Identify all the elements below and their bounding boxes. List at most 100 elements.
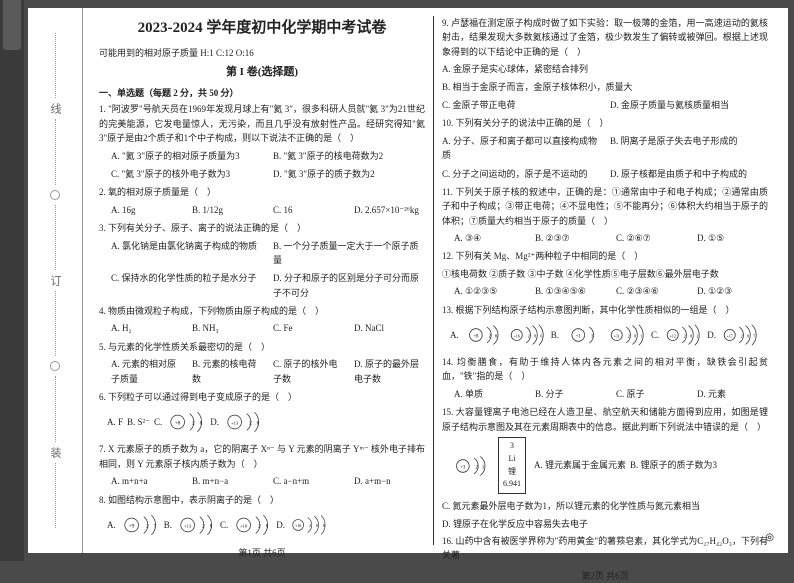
opt-label: A. [107, 518, 116, 532]
opt: B. ①③④⑤⑥ [535, 284, 606, 298]
opt: D. 锂原子在化学反应中容易失去电子 [442, 519, 588, 529]
sidebar-tab[interactable] [3, 0, 21, 50]
opt-label: B. [551, 328, 559, 342]
opt-label: A. [450, 328, 459, 342]
svg-text:8: 8 [747, 333, 749, 338]
part-title: 第 I 卷(选择题) [99, 64, 425, 82]
opt: C. ②⑥⑦ [616, 231, 687, 245]
exam-title: 2023-2024 学年度初中化学期中考试卷 [99, 16, 425, 40]
opt: A. H₂ [111, 321, 182, 335]
opt: A. 元素的相对原子质量 [111, 357, 182, 386]
opt: C. Fe [273, 321, 344, 335]
atom-icon: +321 [451, 451, 489, 481]
question-1: 1. "阿波罗"号航天员在1969年发现月球上有"氦 3"，很多科研人员就"氦 … [99, 102, 425, 145]
opt: D. 金原子质量与氦核质量相当 [610, 98, 768, 112]
svg-text:+17: +17 [727, 333, 733, 338]
svg-text:8: 8 [316, 523, 318, 528]
opt: A. 氯化钠是由氯化钠离子构成的物质 [111, 239, 263, 268]
opt: A. 16g [111, 203, 182, 217]
svg-text:2: 2 [249, 421, 252, 427]
opt: B. 阴离子是原子失去电子形成的 [610, 134, 768, 163]
svg-text:2: 2 [258, 523, 261, 529]
svg-text:6: 6 [540, 333, 542, 338]
svg-text:+13: +13 [184, 523, 192, 528]
page-footer-left: 第1页 共6页 [99, 546, 425, 560]
svg-text:2: 2 [309, 523, 311, 528]
opt: B. 1/12g [192, 203, 263, 217]
element-box: 3 Li 锂 6.941 [498, 437, 526, 494]
question-2: 2. 氧的相对原子质量是（ ） [99, 185, 425, 199]
opt: B. 元素的核电荷数 [192, 357, 263, 386]
atom-icon: +11281 [608, 320, 646, 350]
svg-text:+13: +13 [231, 421, 239, 426]
question-16: 16. 山药中含有被医学界称为"药用黄金"的薯蓣皂素，其化学式为C₂₇H₄₂O₃… [442, 534, 768, 563]
opt: A. 单质 [454, 387, 525, 401]
page-mark-icon: ◎ [765, 532, 774, 543]
svg-text:+16: +16 [513, 333, 519, 338]
atom-icon: +11 [564, 320, 602, 350]
q6-options: A. F B. S²⁻ C. +828 D. +1328 [107, 407, 425, 437]
q15-figure: +321 3 Li 锂 6.941 A. 锂元素属于金属元素 B. 锂原子的质子… [450, 437, 768, 494]
question-6: 6. 下列粒子可以通过得到电子变成原子的是（ ） [99, 390, 425, 404]
svg-text:8: 8 [323, 523, 325, 528]
question-13: 13. 根据下列结构原子结构示意图判断，其中化学性质相似的一组是（ ） [442, 303, 768, 317]
opt-label: B. [164, 518, 172, 532]
question-15: 15. 大容量锂离子电池已经在人造卫星、航空航天和储能方面得到应用，如图是锂原子… [442, 405, 768, 434]
opt: D. "氦 3"原子的质子数为2 [273, 167, 425, 181]
opt-label: D. [210, 415, 219, 429]
q13-atoms: A. +826 +16286 B. +11 +11281 C. +12282 D… [450, 320, 768, 350]
svg-text:+16: +16 [295, 523, 301, 528]
section-header: 一、单选题（每题 2 分，共 50 分） [99, 86, 425, 100]
q8-options: A. +927 B. +1328 C. +1028 D. +16288 [107, 510, 425, 540]
svg-text:2: 2 [202, 523, 205, 529]
opt-label: D. [276, 518, 285, 532]
atom-icon: +16286 [508, 320, 546, 350]
question-3: 3. 下列有关分子、原子、离子的说法正确的是（ ） [99, 221, 425, 235]
svg-text:2: 2 [192, 421, 195, 427]
question-12: 12. 下列有关 Mg、Mg²⁺两种粒子中相同的是（ ） [442, 249, 768, 263]
question-7: 7. X 元素原子的质子数为 a，它的阴离子 Xⁿ⁻ 与 Y 元素的阴离子 Yᵐ… [99, 442, 425, 471]
svg-text:+1: +1 [576, 334, 582, 339]
app-sidebar [0, 0, 24, 561]
svg-text:+3: +3 [460, 465, 466, 470]
opt: D. NaCl [354, 321, 425, 335]
column-left: 2023-2024 学年度初中化学期中考试卷 可能用到的相对原子质量 H:1 C… [91, 16, 434, 545]
opt: C. 保持水的化学性质的粒子是水分子 [111, 271, 263, 300]
binding-char: 订 [47, 275, 63, 286]
question-8: 8. 如图结构示意图中，表示阴离子的是（ ） [99, 493, 425, 507]
atom-icon: +927 [121, 510, 159, 540]
opt: B. m+n−a [192, 474, 263, 488]
svg-text:8: 8 [690, 333, 692, 338]
opt: D. 分子和原子的区别是分子可分而原子不可分 [273, 271, 425, 300]
svg-text:8: 8 [266, 523, 269, 529]
element-mass: 6.941 [503, 478, 521, 491]
question-10: 10. 下列有关分子的说法中正确的是（ ） [442, 116, 768, 130]
opt: C. 16 [273, 203, 344, 217]
opt: C. 金原子带正电荷 [442, 98, 600, 112]
opt: A. 锂元素属于金属元素 [534, 458, 626, 472]
atom-icon: +17287 [721, 320, 759, 350]
question-14: 14. 均衡膳食，有助于维持人体内各元素之间的相对平衡，缺铁会引起贫血，"铁"指… [442, 355, 768, 384]
binding-char: 装 [47, 447, 63, 458]
opt-label: D. [707, 328, 716, 342]
binding-margin: 线 订 装 [28, 8, 83, 553]
svg-text:+9: +9 [129, 523, 135, 529]
opt: A. ①②③⑤ [454, 284, 525, 298]
opt: A. m+n+a [111, 474, 182, 488]
svg-text:7: 7 [153, 523, 156, 529]
opt: C. ②③④⑥ [616, 284, 687, 298]
opt: C. 分子之间运动的，原子是不运动的 [442, 167, 600, 181]
svg-text:+12: +12 [670, 333, 676, 338]
svg-text:+11: +11 [614, 333, 620, 338]
opt: B. 锂原子的质子数为3 [630, 458, 717, 472]
svg-text:2: 2 [628, 333, 630, 338]
svg-text:2: 2 [528, 333, 530, 338]
opt: A. "氦 3"原子的相对原子质量为3 [111, 149, 263, 163]
svg-text:7: 7 [753, 333, 755, 338]
opt: C. a−n+m [273, 474, 344, 488]
opt-label: C. [651, 328, 659, 342]
atomic-masses: 可能用到的相对原子质量 H:1 C:12 O:16 [99, 46, 425, 60]
opt: B. "氦 3"原子的核电荷数为2 [273, 149, 425, 163]
opt: C. 原子 [616, 387, 687, 401]
binding-char: 线 [47, 103, 63, 114]
